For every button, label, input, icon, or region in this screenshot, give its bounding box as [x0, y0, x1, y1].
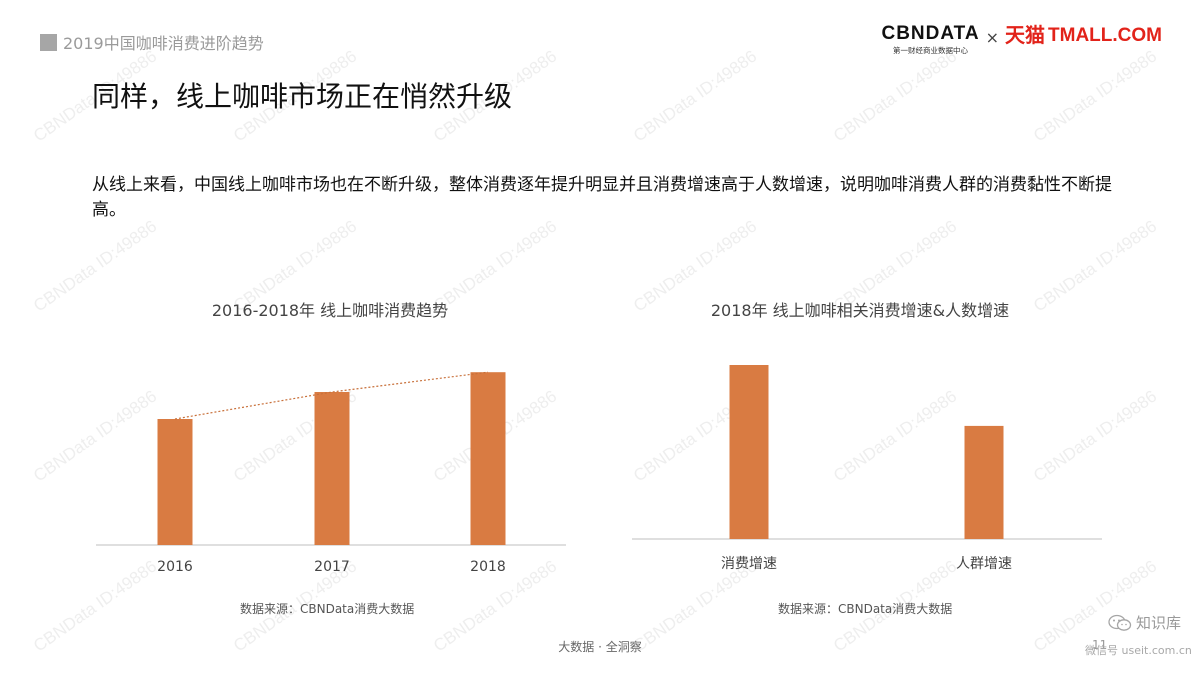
- tmall-logo-en: TMALL.COM: [1048, 25, 1162, 46]
- corner-logo: 知识库: [1108, 612, 1181, 633]
- footer-tagline: 大数据 · 全洞察: [558, 640, 642, 654]
- tmall-logo-cn: 天猫: [1005, 23, 1046, 47]
- chart1-bar-2: [470, 372, 506, 545]
- chart1-trendline: [174, 371, 489, 420]
- chart1-bar-1: [314, 392, 350, 545]
- chart2-bar-0: [729, 365, 769, 539]
- chart1-tick-label: 2017: [314, 559, 350, 575]
- chart2-source: 数据来源：CBNData消费大数据: [778, 602, 953, 616]
- breadcrumb: 2019中国咖啡消费进阶趋势: [40, 30, 264, 54]
- description-text: 从线上来看，中国线上咖啡市场也在不断升级，整体消费逐年提升明显并且消费增速高于人…: [92, 175, 1112, 220]
- chart2-title: 2018年 线上咖啡相关消费增速&人数增速: [710, 301, 1010, 320]
- breadcrumb-text: 2019中国咖啡消费进阶趋势: [63, 34, 264, 53]
- page-number: 11: [1092, 638, 1108, 652]
- cbndata-logo-subtitle: 第一财经商业数据中心: [893, 46, 969, 55]
- cbndata-logo-text: CBNDATA: [881, 23, 980, 44]
- wechat-icon: [1108, 614, 1132, 631]
- corner-url: 微信号 useit.com.cn: [1085, 644, 1192, 657]
- cbndata-logo: CBNDATA 第一财经商业数据中心: [881, 24, 979, 56]
- chart2-tick-label: 人群增速: [956, 556, 1012, 572]
- chart1-source: 数据来源：CBNData消费大数据: [240, 602, 415, 616]
- chart1-bar-0: [157, 419, 193, 545]
- chart2-bar-1: [964, 425, 1004, 539]
- chart1-title: 2016-2018年 线上咖啡消费趋势: [211, 301, 449, 320]
- page-title: 同样，线上咖啡市场正在悄然升级: [92, 80, 513, 113]
- chart2-tick-label: 消费增速: [721, 556, 777, 572]
- chart1-tick-label: 2018: [470, 559, 506, 575]
- chart1-tick-label: 2016: [157, 559, 193, 575]
- brand-logos: CBNDATA 第一财经商业数据中心 × 天猫 TMALL.COM: [881, 24, 1162, 56]
- section-square-icon: [40, 33, 57, 51]
- logo-separator: ×: [985, 28, 1000, 47]
- corner-brand: 知识库: [1136, 614, 1182, 632]
